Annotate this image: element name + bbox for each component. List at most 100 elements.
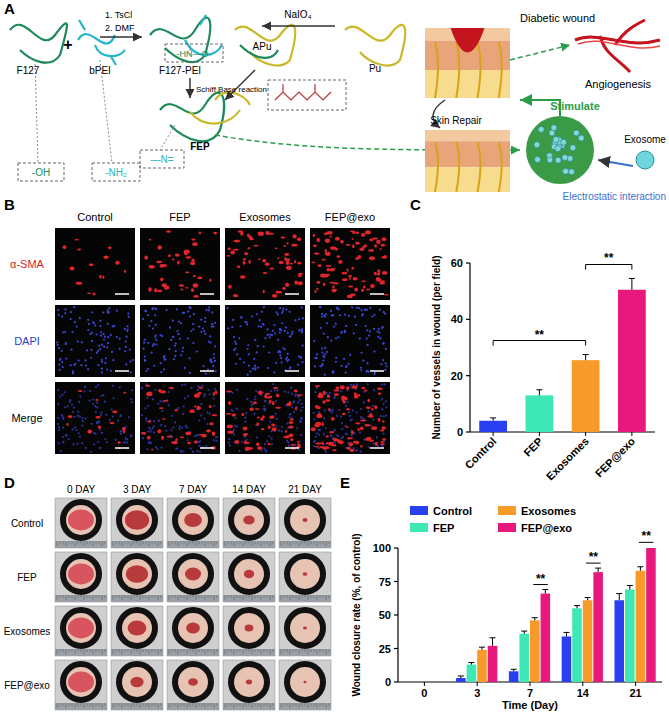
ruler-tick <box>187 703 188 708</box>
ruler-tick <box>96 595 97 598</box>
diagram-text: F127-PEI <box>159 65 201 76</box>
nucleus <box>302 317 304 319</box>
nucleus <box>212 365 214 367</box>
vessel-stain <box>325 239 330 243</box>
nucleus <box>298 318 300 320</box>
ruler-tick <box>311 595 312 598</box>
vessel-stain <box>315 422 321 426</box>
bar <box>541 594 551 682</box>
nucleus <box>94 324 96 326</box>
panel-label: C <box>410 196 421 213</box>
exosome-dot <box>563 168 569 174</box>
nucleus <box>57 389 59 391</box>
ruler-tick <box>217 703 218 706</box>
nucleus <box>238 337 240 339</box>
nucleus <box>180 449 182 451</box>
scale-bar <box>370 370 384 372</box>
ruler-tick <box>320 649 321 652</box>
vessel-stain <box>343 401 346 404</box>
nucleus <box>256 351 258 353</box>
ruler-tick <box>217 595 218 598</box>
nucleus <box>302 406 304 408</box>
vessel-stain <box>284 257 286 261</box>
vessel-stain <box>285 283 289 287</box>
error-bar <box>479 647 485 650</box>
nucleus <box>129 349 131 351</box>
vessel-stain <box>194 406 197 408</box>
ruler-tick <box>305 649 306 652</box>
ruler-tick <box>128 703 129 706</box>
ruler-tick <box>131 541 132 546</box>
ruler <box>55 541 107 548</box>
ruler-tick <box>264 541 265 544</box>
ruler-tick <box>181 595 182 598</box>
nucleus <box>86 349 88 351</box>
bar <box>646 548 656 682</box>
nucleus <box>284 330 286 332</box>
ruler-tick <box>81 703 82 706</box>
ruler-tick <box>158 595 159 600</box>
nucleus <box>91 311 93 313</box>
error-bar <box>536 390 542 396</box>
significance: ** <box>604 251 614 265</box>
vessel-stain <box>356 442 360 445</box>
nucleus <box>99 348 101 350</box>
nucleus <box>204 393 206 395</box>
vessel-stain <box>372 237 378 239</box>
wound-area <box>185 568 201 581</box>
nucleus <box>74 426 76 428</box>
wound-photos: 0 DAY3 DAY7 DAY14 DAY21 DAYControlFEPExo… <box>4 484 331 710</box>
x-tick-label: FEP <box>521 435 545 459</box>
x-tick <box>530 682 531 686</box>
nucleus <box>270 430 272 432</box>
nucleus <box>174 355 176 357</box>
nucleus <box>120 430 122 432</box>
nucleus <box>73 416 75 418</box>
nucleus <box>90 357 92 359</box>
nucleus <box>341 428 343 430</box>
vessel-stain <box>297 441 299 443</box>
nucleus <box>84 386 86 388</box>
photo <box>111 498 163 548</box>
nucleus <box>341 365 343 367</box>
nucleus <box>101 361 103 363</box>
nucleus <box>174 345 176 347</box>
ruler-tick <box>308 595 309 600</box>
legend-label: Control <box>433 505 472 517</box>
nucleus <box>257 345 259 347</box>
nucleus <box>213 405 215 407</box>
nucleus <box>293 411 295 413</box>
nucleus <box>321 347 323 349</box>
ruler <box>167 649 219 656</box>
vessel-stain <box>320 446 324 449</box>
vessel-stain <box>316 281 320 284</box>
vessel-stain <box>360 426 364 430</box>
ruler-tick <box>320 595 321 598</box>
nucleus <box>292 402 294 404</box>
nucleus <box>200 403 202 405</box>
nucleus <box>57 403 59 405</box>
vessel-stain <box>315 405 319 408</box>
vessel-stain <box>268 233 274 235</box>
significance: ** <box>641 529 651 543</box>
nucleus <box>294 395 296 397</box>
nucleus <box>322 355 324 357</box>
nucleus <box>126 325 128 327</box>
nucleus <box>95 411 97 413</box>
ruler-tick <box>78 703 79 706</box>
vessel-stain <box>347 447 351 450</box>
nucleus <box>350 419 352 421</box>
vessel-stain <box>263 290 265 294</box>
nucleus <box>101 359 103 361</box>
vessel-stain <box>355 422 360 424</box>
wound-area <box>68 618 94 639</box>
scale-bar <box>115 447 129 449</box>
nucleus <box>110 334 112 336</box>
nucleus <box>205 445 207 447</box>
nucleus <box>127 313 129 315</box>
wound <box>451 28 485 53</box>
y-tick <box>466 262 470 263</box>
nucleus <box>78 360 80 362</box>
ruler-tick <box>134 541 135 544</box>
scheme: F127+bPEI1. TsCl2. DMFF127-PEISchiff Bas… <box>10 9 666 202</box>
